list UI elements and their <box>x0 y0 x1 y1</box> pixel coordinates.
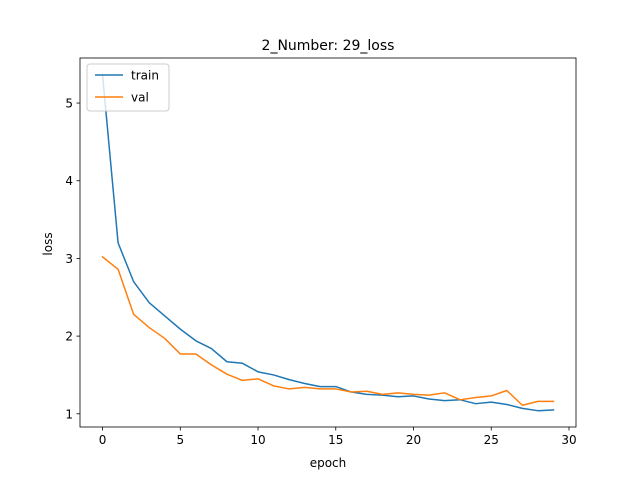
plot-area: 0 5 10 15 20 25 30 1 2 3 4 5 train val <box>65 57 577 447</box>
series-line-val <box>101 255 555 406</box>
y-tick-label-5: 5 <box>65 97 73 111</box>
x-axis-label: epoch <box>310 456 347 470</box>
series-line-train <box>101 74 555 412</box>
legend-label-val: val <box>131 91 149 105</box>
y-tick-label-2: 2 <box>65 330 73 344</box>
y-tick-label-4: 4 <box>65 174 73 188</box>
y-tick-label-3: 3 <box>65 252 73 266</box>
x-tick-label-30: 30 <box>561 433 576 447</box>
x-tick-label-20: 20 <box>406 433 421 447</box>
x-tick-label-25: 25 <box>484 433 499 447</box>
chart-title: 2_Number: 29_loss <box>262 38 395 54</box>
legend: train val <box>86 63 170 112</box>
axes-frame <box>79 57 577 428</box>
y-axis-label: loss <box>41 232 55 255</box>
legend-label-train: train <box>131 69 159 83</box>
x-tick-label-5: 5 <box>176 433 184 447</box>
x-tick-label-10: 10 <box>250 433 265 447</box>
x-tick-label-0: 0 <box>99 433 107 447</box>
x-tick-label-15: 15 <box>328 433 343 447</box>
y-tick-label-1: 1 <box>65 407 73 421</box>
